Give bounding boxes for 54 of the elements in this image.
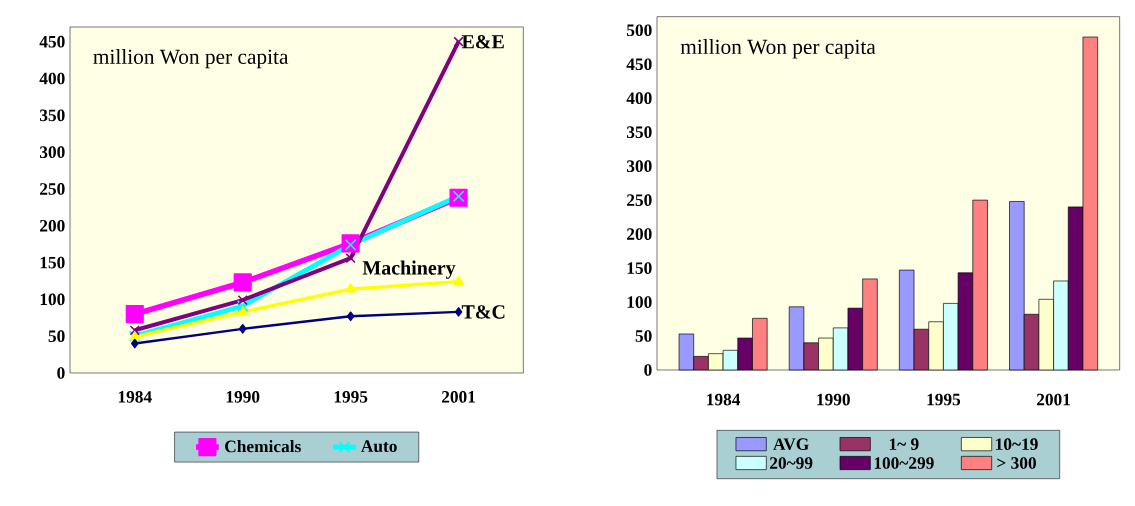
y-tick-label: 250: [40, 183, 65, 195]
y-tick-label: 100: [40, 293, 65, 306]
y-tick-label: 350: [39, 109, 65, 122]
point: [130, 338, 139, 349]
y-tick-label: 450: [626, 58, 652, 71]
legend-label: > 300: [997, 457, 1036, 469]
x-tick-label: 1995: [927, 393, 961, 406]
point: [125, 305, 144, 324]
x-tick-label: 2001: [1036, 393, 1071, 406]
y-tick-label: 400: [626, 92, 652, 105]
point: [238, 324, 247, 334]
legend-label: 20~99: [770, 457, 813, 469]
y-tick-label: 50: [48, 330, 65, 343]
y-tick-label: 450: [39, 35, 65, 48]
y-tick-label: 350: [626, 126, 652, 139]
y-tick-label: 250: [627, 194, 652, 206]
y-tick-label: 200: [40, 219, 65, 232]
point: [345, 253, 356, 264]
legend-label: 1~ 9: [889, 438, 919, 450]
annotation: E&E: [461, 34, 504, 49]
annotation: million Won per capita: [93, 49, 289, 69]
point: [233, 273, 252, 292]
y-tick-label: 300: [626, 160, 652, 172]
point: [129, 325, 140, 336]
legend-label: Chemicals: [225, 440, 301, 453]
y-tick-label: 0: [644, 364, 652, 376]
y-tick-label: 50: [635, 330, 652, 342]
y-tick-label: 0: [57, 367, 65, 379]
legend-label: AVG: [773, 438, 809, 451]
x-tick-label: 1990: [817, 393, 850, 406]
y-tick-label: 150: [627, 262, 652, 274]
x-tick-label: 1995: [334, 391, 368, 403]
x-tick-label: 1990: [226, 391, 260, 403]
y-tick-label: 400: [39, 72, 65, 85]
point: [346, 311, 355, 322]
point: [237, 306, 248, 316]
annotation: million Won per capita: [680, 39, 876, 59]
point: [344, 239, 357, 251]
annotation: T&C: [461, 305, 505, 319]
y-tick-label: 300: [39, 146, 65, 158]
point: [345, 283, 356, 293]
point: [452, 190, 465, 203]
annotation: Machinery: [362, 260, 456, 279]
legend-label: 100~299: [874, 457, 934, 469]
y-tick-label: 100: [627, 296, 652, 308]
legend-label: 10~19: [996, 438, 1038, 451]
x-tick-label: 1984: [707, 393, 741, 406]
x-tick-label: 1984: [118, 391, 152, 403]
legend-label: Auto: [361, 440, 397, 453]
point: [237, 294, 248, 306]
y-tick-label: 150: [40, 256, 65, 269]
y-tick-label: 500: [626, 24, 652, 37]
y-tick-label: 200: [627, 228, 652, 240]
x-tick-label: 2001: [441, 391, 476, 403]
